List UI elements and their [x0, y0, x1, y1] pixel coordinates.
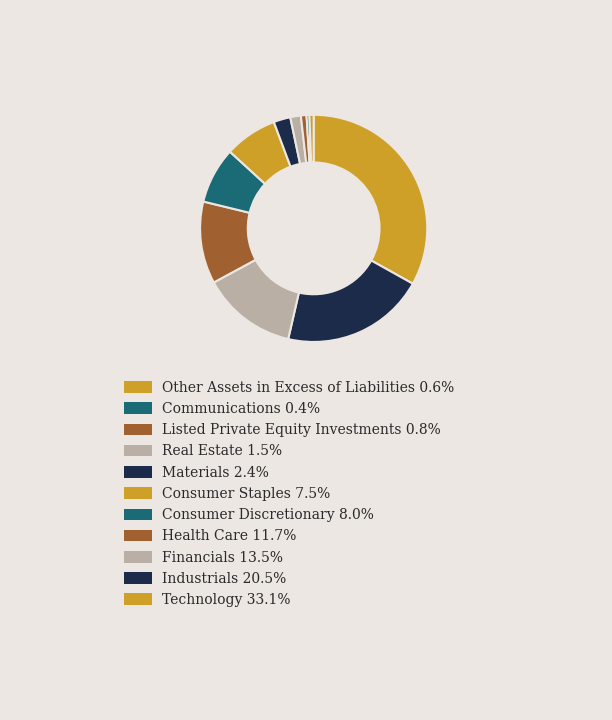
Wedge shape: [290, 115, 306, 164]
Wedge shape: [200, 202, 256, 282]
Wedge shape: [313, 114, 427, 284]
Wedge shape: [203, 152, 265, 213]
Wedge shape: [310, 114, 313, 163]
Wedge shape: [274, 117, 300, 167]
Wedge shape: [214, 260, 299, 339]
Wedge shape: [288, 261, 413, 342]
Wedge shape: [301, 115, 310, 163]
Legend: Other Assets in Excess of Liabilities 0.6%, Communications 0.4%, Listed Private : Other Assets in Excess of Liabilities 0.…: [121, 378, 457, 610]
Wedge shape: [230, 122, 291, 184]
Wedge shape: [307, 115, 311, 163]
